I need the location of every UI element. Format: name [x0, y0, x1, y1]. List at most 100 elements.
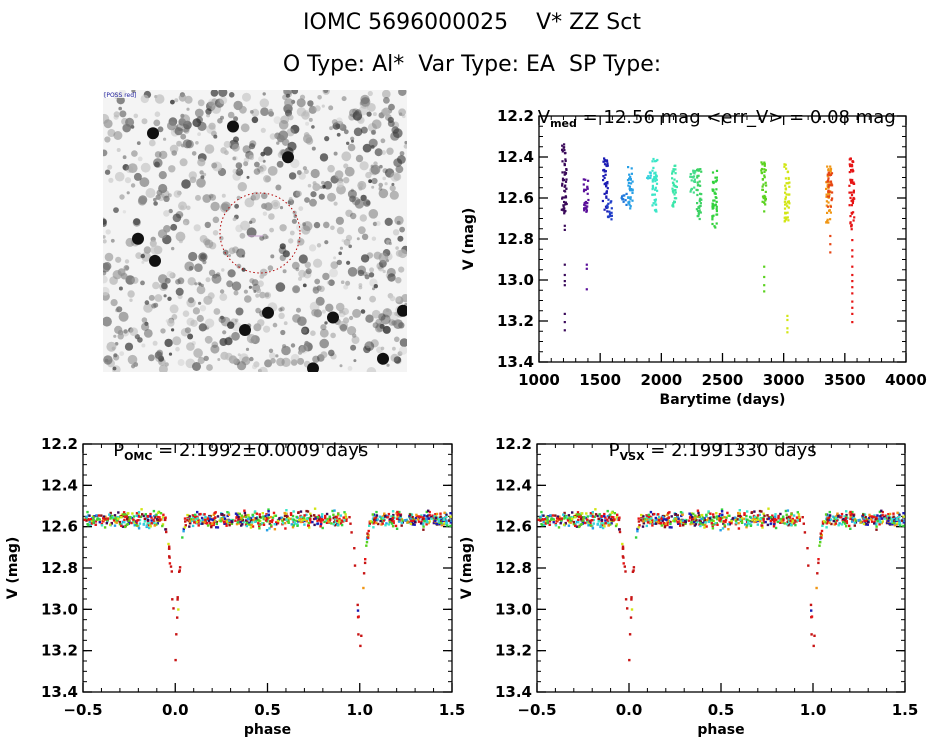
phase-vsx-point	[688, 512, 691, 515]
phase-omc-point	[357, 615, 360, 618]
lightcurve-point	[786, 318, 789, 322]
sky-speckle	[289, 230, 295, 236]
sky-speckle	[345, 280, 351, 286]
phase-vsx-point	[830, 522, 833, 526]
phase-vsx-point	[728, 514, 731, 517]
phase-vsx-point	[810, 615, 814, 618]
lightcurve-point	[652, 202, 655, 205]
sky-speckle	[186, 298, 196, 308]
phase-vsx-point	[687, 519, 691, 522]
phase-vsx-point	[868, 515, 872, 518]
phase-vsx-point	[873, 522, 876, 525]
sky-speckle	[133, 113, 139, 119]
phase-omc-point	[117, 511, 120, 514]
lightcurve-point	[715, 200, 718, 203]
phase-omc-point	[219, 517, 222, 520]
sky-speckle	[168, 165, 176, 173]
phase-omc-point	[359, 644, 362, 648]
phase-omc-point	[435, 523, 439, 526]
phase-vsx-point	[753, 510, 756, 513]
sky-speckle	[222, 330, 227, 335]
phase-omc-point	[376, 518, 379, 521]
sky-speckle	[255, 287, 262, 294]
sky-speckle	[402, 114, 406, 119]
lightcurve-point	[603, 160, 606, 163]
phase-omc-point	[336, 514, 340, 517]
sky-speckle	[220, 147, 227, 154]
phase-omc-point	[200, 516, 204, 520]
phase-omc-point	[148, 523, 151, 527]
phase-vsx-point	[709, 512, 712, 515]
phase-omc-point	[269, 524, 273, 527]
sky-speckle	[191, 151, 197, 156]
phase-vsx-point	[621, 547, 625, 550]
phase-vsx-point	[798, 517, 801, 521]
phase-omc-point	[168, 556, 171, 559]
sky-speckle	[394, 311, 399, 316]
sky-speckle	[298, 254, 308, 264]
phase-omc-point	[326, 517, 329, 521]
sky-speckle	[239, 105, 247, 114]
sky-speckle	[210, 90, 219, 97]
sky-star	[327, 311, 339, 324]
phase-vsx-point	[899, 524, 902, 527]
phase-omc-point	[305, 513, 308, 517]
sky-speckle	[368, 138, 378, 148]
lightcurve-point	[675, 180, 678, 183]
phase-vsx-point	[567, 524, 571, 527]
phase-omc-point	[435, 512, 439, 516]
phase-omc-point	[183, 517, 187, 520]
phase-vsx-point	[554, 522, 557, 526]
lightcurve-point	[586, 202, 589, 205]
lightcurve-ylabel: V (mag)	[461, 208, 477, 271]
lightcurve-point	[825, 193, 828, 196]
phase-omc-point	[367, 533, 370, 537]
lightcurve-point	[829, 167, 833, 170]
lightcurve-point	[850, 169, 853, 172]
phase-vsx-point	[707, 510, 710, 513]
sky-speckle	[253, 168, 261, 175]
phase-omc-point	[368, 522, 371, 525]
lightcurve-point	[651, 188, 654, 191]
sky-speckle	[178, 93, 187, 102]
lightcurve-point	[561, 196, 564, 199]
phase-vsx-point	[665, 518, 668, 522]
phase-vsx-point	[581, 519, 585, 522]
phase-vsx-point	[622, 562, 625, 565]
lightcurve-point	[784, 191, 787, 194]
phase-vsx-point	[845, 521, 849, 525]
phase-omc-point	[391, 525, 395, 528]
lightcurve-point	[715, 205, 718, 208]
phase-omc-point	[216, 515, 220, 518]
sky-speckle	[204, 335, 213, 344]
phase-vsx-point	[601, 526, 605, 530]
sky-speckle	[154, 351, 163, 359]
phase-vsx-point	[717, 515, 721, 518]
phase-vsx-point	[822, 520, 826, 523]
lightcurve-point	[698, 198, 701, 201]
sky-speckle	[181, 143, 185, 148]
phase-omc-point	[251, 525, 255, 528]
phase-vsx-point	[867, 520, 870, 523]
phase-omc-point	[449, 512, 452, 515]
phase-omc-point	[353, 547, 356, 550]
phase-vsx-point	[753, 517, 756, 520]
lightcurve-point	[849, 222, 852, 225]
phase-vsx-point	[688, 516, 692, 519]
lightcurve-ytick-label: 12.8	[497, 230, 534, 248]
phase-omc-point	[444, 523, 447, 526]
sky-star	[397, 304, 407, 317]
lightcurve-point	[624, 199, 627, 202]
sky-speckle	[280, 306, 285, 312]
sky-speckle	[267, 265, 274, 271]
lightcurve-point	[603, 157, 606, 160]
phase-vsx-point	[663, 525, 667, 529]
phase-vsx-point	[878, 520, 881, 523]
sky-speckle	[217, 358, 221, 361]
phase-vsx-point	[697, 514, 701, 517]
lightcurve-point	[763, 290, 766, 293]
phase-vsx-point	[896, 516, 899, 520]
phase-omc-point	[138, 518, 142, 522]
lightcurve-point	[851, 201, 854, 205]
lightcurve-point	[764, 199, 767, 202]
